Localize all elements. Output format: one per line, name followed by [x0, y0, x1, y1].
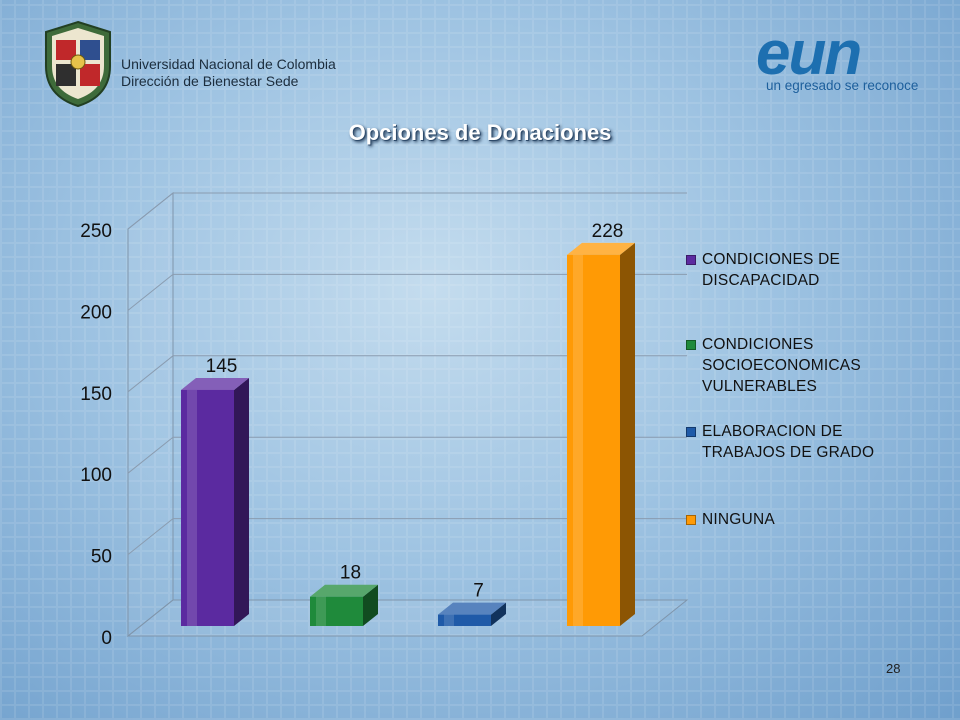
bar-top — [438, 602, 506, 615]
bar — [310, 584, 378, 626]
y-tick-label: 50 — [91, 547, 112, 568]
legend-swatch — [686, 340, 696, 350]
bar-top — [181, 377, 249, 390]
legend-label: NINGUNA — [702, 511, 775, 528]
bar — [181, 377, 249, 626]
eun-logo: eun un egresado se reconoce — [756, 24, 918, 93]
gridline — [127, 355, 687, 393]
legend-label: CONDICIONES SOCIOECONOMICAS VULNERABLES — [702, 336, 861, 395]
data-label: 7 — [473, 581, 484, 602]
bar-front — [438, 614, 491, 626]
y-tick-label: 0 — [101, 628, 112, 649]
bar-front — [310, 596, 363, 626]
university-line-2: Dirección de Bienestar Sede — [121, 73, 299, 89]
bar-top — [567, 242, 635, 255]
bar — [438, 602, 506, 626]
eun-logo-wordmark: eun — [756, 24, 860, 88]
university-name: Universidad Nacional de Colombia Direcci… — [121, 56, 336, 90]
bar-front — [567, 254, 620, 627]
legend-swatch — [686, 255, 696, 265]
data-label: 18 — [340, 563, 361, 584]
data-label: 228 — [592, 221, 624, 242]
bar-side — [234, 377, 249, 626]
gridline — [127, 192, 687, 230]
data-label: 145 — [206, 356, 238, 377]
bar-side — [363, 584, 378, 626]
y-tick-label: 100 — [80, 465, 112, 486]
bar-highlight — [187, 389, 197, 626]
bar-highlight — [316, 596, 326, 626]
legend-swatch — [686, 515, 696, 525]
gridline — [127, 436, 687, 474]
bar-top — [310, 584, 378, 597]
bar-highlight — [444, 614, 454, 626]
y-tick-label: 150 — [80, 384, 112, 405]
bar — [567, 242, 635, 627]
gridline — [127, 273, 687, 311]
university-line-1: Universidad Nacional de Colombia — [121, 56, 336, 72]
university-seal-logo — [45, 20, 111, 108]
y-tick-label: 200 — [80, 302, 112, 323]
bar-side — [620, 242, 635, 627]
page-number: 28 — [886, 661, 901, 676]
chart-title: Opciones de Donaciones — [348, 120, 612, 145]
legend-label: ELABORACION DE TRABAJOS DE GRADO — [702, 423, 875, 461]
bar-front — [181, 389, 234, 626]
gridline — [127, 518, 687, 555]
bar-side — [491, 602, 506, 626]
legend-label: CONDICIONES DE DISCAPACIDAD — [702, 251, 841, 289]
y-tick-label: 250 — [80, 221, 112, 242]
chart-floor — [126, 599, 689, 637]
chart-side-wall — [127, 191, 174, 638]
legend-swatch — [686, 427, 696, 437]
bar-highlight — [573, 254, 583, 627]
eun-logo-tagline: un egresado se reconoce — [766, 78, 918, 93]
